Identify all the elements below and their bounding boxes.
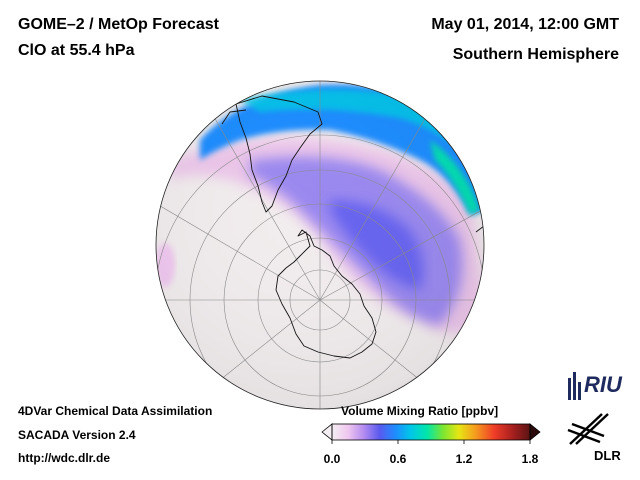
colorbar-gradient: [332, 424, 530, 440]
colorbar-tick-label: 1.2: [455, 452, 473, 466]
colorbar-tick-label: 0.6: [389, 452, 407, 466]
colorbar-tick-label: 1.8: [521, 452, 539, 466]
map-subtitle: ClO at 55.4 hPa: [18, 42, 135, 59]
colorbar-high-arrow: [529, 423, 541, 441]
footer-url: http://wdc.dlr.de: [18, 451, 110, 465]
dlr-logo-text: DLR: [594, 448, 621, 463]
forecast-date: May 01, 2014, 12:00 GMT: [431, 16, 619, 33]
colorbar-title: Volume Mixing Ratio [ppbv]: [341, 404, 499, 418]
region-label: Southern Hemisphere: [452, 46, 619, 63]
colorbar-tickmarks: [331, 440, 531, 444]
footer-method: 4DVar Chemical Data Assimilation: [18, 404, 213, 418]
globe-disk: [156, 81, 484, 409]
riu-logo-icon: [568, 372, 581, 400]
colorbar: [321, 423, 541, 444]
globe-outline: [155, 80, 485, 410]
dlr-logo-icon: [567, 413, 609, 445]
map-title: GOME–2 / MetOp Forecast: [18, 16, 219, 33]
footer-version: SACADA Version 2.4: [18, 428, 136, 442]
colorbar-low-arrow: [321, 423, 333, 441]
riu-logo-text: RIU: [584, 372, 622, 397]
colorbar-tick-label: 0.0: [323, 452, 341, 466]
